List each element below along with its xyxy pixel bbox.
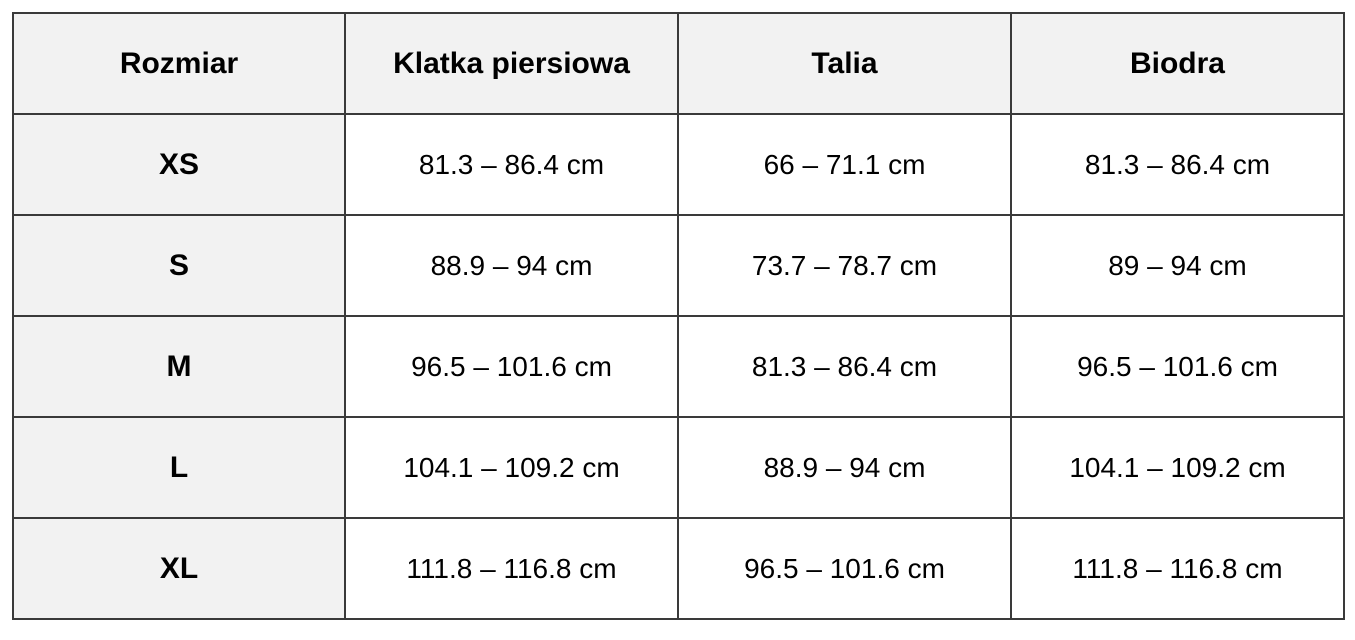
- header-row: Rozmiar Klatka piersiowa Talia Biodra: [12, 12, 1345, 115]
- chest-cell: 111.8 – 116.8 cm: [344, 517, 679, 620]
- chest-cell: 96.5 – 101.6 cm: [344, 315, 679, 418]
- table-row: S 88.9 – 94 cm 73.7 – 78.7 cm 89 – 94 cm: [12, 214, 1345, 317]
- size-cell: XS: [12, 113, 346, 216]
- header-size: Rozmiar: [12, 12, 346, 115]
- header-chest: Klatka piersiowa: [344, 12, 679, 115]
- chest-cell: 88.9 – 94 cm: [344, 214, 679, 317]
- table-header: Rozmiar Klatka piersiowa Talia Biodra: [12, 12, 1345, 115]
- waist-cell: 73.7 – 78.7 cm: [677, 214, 1012, 317]
- hips-cell: 89 – 94 cm: [1010, 214, 1345, 317]
- header-waist: Talia: [677, 12, 1012, 115]
- waist-cell: 81.3 – 86.4 cm: [677, 315, 1012, 418]
- hips-cell: 81.3 – 86.4 cm: [1010, 113, 1345, 216]
- size-cell: M: [12, 315, 346, 418]
- header-hips: Biodra: [1010, 12, 1345, 115]
- table-body: XS 81.3 – 86.4 cm 66 – 71.1 cm 81.3 – 86…: [12, 113, 1345, 620]
- size-chart-table: Rozmiar Klatka piersiowa Talia Biodra XS…: [12, 12, 1345, 620]
- waist-cell: 96.5 – 101.6 cm: [677, 517, 1012, 620]
- table-row: M 96.5 – 101.6 cm 81.3 – 86.4 cm 96.5 – …: [12, 315, 1345, 418]
- table-row: XS 81.3 – 86.4 cm 66 – 71.1 cm 81.3 – 86…: [12, 113, 1345, 216]
- hips-cell: 96.5 – 101.6 cm: [1010, 315, 1345, 418]
- size-cell: S: [12, 214, 346, 317]
- hips-cell: 111.8 – 116.8 cm: [1010, 517, 1345, 620]
- hips-cell: 104.1 – 109.2 cm: [1010, 416, 1345, 519]
- waist-cell: 88.9 – 94 cm: [677, 416, 1012, 519]
- size-cell: XL: [12, 517, 346, 620]
- chest-cell: 104.1 – 109.2 cm: [344, 416, 679, 519]
- size-cell: L: [12, 416, 346, 519]
- table-row: L 104.1 – 109.2 cm 88.9 – 94 cm 104.1 – …: [12, 416, 1345, 519]
- chest-cell: 81.3 – 86.4 cm: [344, 113, 679, 216]
- waist-cell: 66 – 71.1 cm: [677, 113, 1012, 216]
- table-row: XL 111.8 – 116.8 cm 96.5 – 101.6 cm 111.…: [12, 517, 1345, 620]
